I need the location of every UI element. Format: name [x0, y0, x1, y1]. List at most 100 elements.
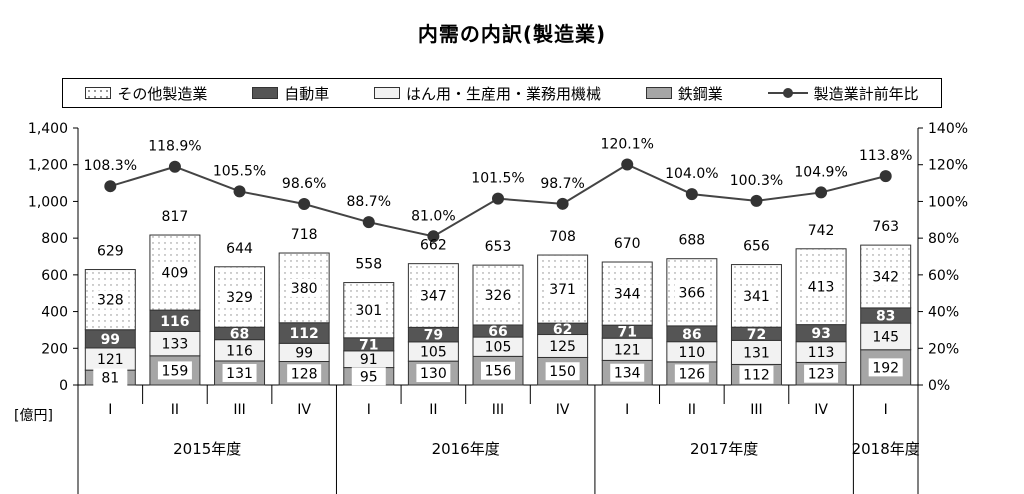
value-label-bg [545, 362, 580, 381]
x-tick-label: I [625, 402, 629, 418]
y-right-tick-label: 120% [928, 158, 968, 174]
ratio-label: 108.3% [84, 158, 137, 174]
value-label-machinery: 110 [678, 345, 705, 361]
value-label-steel: 126 [678, 366, 705, 382]
value-label-bg [93, 368, 128, 387]
value-label-other: 347 [420, 289, 447, 305]
ratio-label: 98.6% [282, 176, 326, 192]
ratio-point [233, 185, 246, 198]
x-tick-label: I [108, 402, 112, 418]
value-label-machinery: 105 [485, 340, 512, 356]
y-right-tick-label: 40% [928, 305, 959, 321]
value-label-steel: 128 [291, 366, 318, 382]
x-tick-label: I [367, 402, 371, 418]
value-label-other: 344 [614, 287, 641, 303]
value-label-auto: 79 [424, 328, 443, 344]
value-label-machinery: 105 [420, 344, 447, 360]
value-label-machinery: 121 [97, 352, 124, 368]
value-label-bg [222, 363, 257, 382]
value-label-auto: 86 [682, 327, 701, 343]
ratio-point [492, 192, 504, 205]
y-left-tick-label: 800 [41, 231, 68, 247]
value-label-other: 380 [291, 281, 318, 297]
y-left-tick-label: 0 [59, 378, 68, 394]
value-label-bg [868, 267, 903, 286]
x-tick-label: II [429, 402, 437, 418]
value-label-steel: 123 [808, 367, 835, 383]
year-label: 2015年度 [173, 440, 241, 458]
legend-label-auto: 自動車 [284, 84, 330, 103]
value-label-auto: 71 [359, 337, 378, 353]
legend-label-machinery: はん用・生産用・業務用機械 [405, 84, 601, 103]
ratio-label: 113.8% [859, 148, 912, 164]
legend-swatch-ratio [767, 87, 808, 99]
total-label: 718 [291, 227, 318, 243]
legend-label-ratio: 製造業計前年比 [813, 84, 919, 103]
ratio-point [362, 216, 375, 229]
ratio-label: 105.5% [213, 163, 266, 179]
ratio-point [815, 186, 828, 199]
total-label: 653 [485, 239, 512, 255]
value-label-auto: 71 [617, 325, 636, 341]
year-label: 2017年度 [690, 440, 758, 458]
total-label: 763 [872, 219, 899, 235]
value-label-machinery: 121 [614, 342, 641, 358]
total-label: 742 [808, 223, 835, 239]
value-label-steel: 156 [485, 364, 512, 380]
legend-label-other: その他製造業 [117, 84, 208, 103]
ratio-label: 104.0% [665, 166, 718, 182]
y-right-tick-label: 60% [928, 268, 959, 284]
value-label-steel: 192 [872, 360, 899, 376]
total-label: 629 [97, 244, 124, 260]
value-label-machinery: 131 [743, 345, 770, 361]
y-right-tick-label: 0% [928, 378, 950, 394]
legend-swatch-other [85, 87, 112, 99]
bar-segment-machinery [730, 339, 782, 365]
ratio-label: 120.1% [601, 137, 654, 153]
ratio-point [298, 197, 311, 210]
bar-segment-machinery [860, 322, 912, 351]
value-label-other: 329 [226, 290, 253, 306]
x-tick-label: II [171, 402, 179, 418]
value-label-other: 326 [485, 288, 512, 304]
y-right-tick-label: 20% [928, 341, 959, 357]
value-label-machinery: 125 [549, 339, 576, 355]
value-label-bg [610, 284, 645, 303]
y-unit-label: [億円] [14, 408, 53, 424]
legend-swatch-auto [252, 87, 279, 99]
value-label-other: 366 [678, 285, 705, 301]
x-tick-label: IV [814, 402, 828, 418]
value-label-steel: 159 [162, 363, 189, 379]
value-label-bg [739, 365, 774, 384]
legend-item-auto: 自動車 [252, 83, 329, 104]
x-tick-label: III [492, 402, 504, 418]
ratio-point [750, 194, 763, 207]
value-label-bg [674, 283, 709, 302]
value-label-machinery: 99 [295, 345, 313, 361]
value-label-auto: 93 [811, 326, 830, 342]
y-left-tick-label: 200 [41, 341, 68, 357]
value-label-machinery: 91 [360, 352, 378, 368]
total-label: 656 [743, 239, 770, 255]
ratio-point [556, 197, 569, 210]
value-label-auto: 116 [160, 314, 189, 330]
y-right-tick-label: 140% [928, 121, 968, 137]
value-label-bg [610, 363, 645, 382]
x-tick-label: III [233, 402, 245, 418]
ratio-point [104, 180, 117, 193]
value-label-steel: 112 [743, 368, 770, 384]
bar-segment-machinery [149, 330, 201, 357]
value-label-bg [674, 364, 709, 383]
legend-item-ratio: 製造業計前年比 [767, 83, 919, 104]
legend: その他製造業 自動車 はん用・生産用・業務用機械 鉄鋼業 製造業計前年比 [62, 78, 942, 108]
ratio-label: 101.5% [471, 171, 524, 187]
value-label-machinery: 116 [226, 343, 253, 359]
value-label-bg [287, 364, 322, 383]
total-label: 558 [355, 257, 382, 273]
ratio-label: 81.0% [411, 208, 455, 224]
value-label-bg [481, 286, 515, 305]
value-label-bg [739, 286, 774, 305]
legend-item-steel: 鉄鋼業 [645, 83, 723, 104]
ratio-point [621, 158, 634, 171]
